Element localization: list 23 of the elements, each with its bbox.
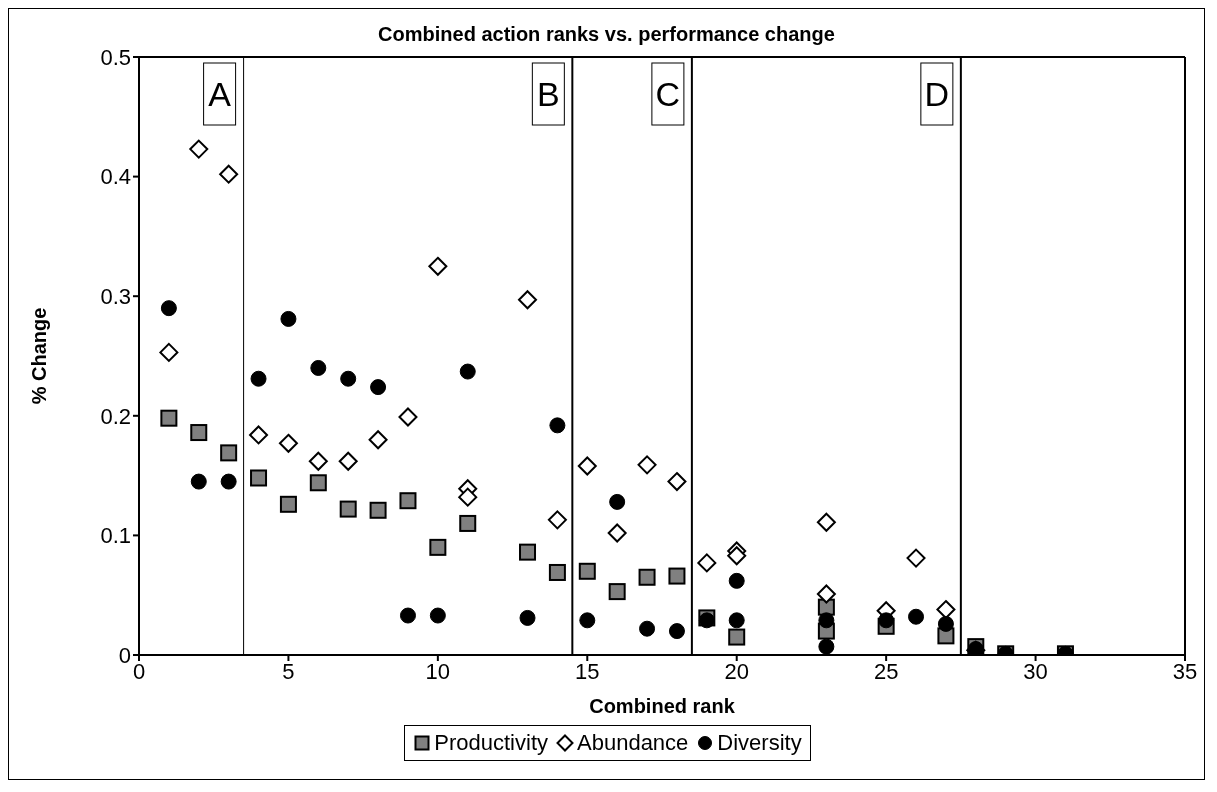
ref-line-label: D bbox=[924, 75, 950, 113]
y-tick-label: 0.2 bbox=[100, 403, 131, 429]
y-axis-title: % Change bbox=[28, 307, 51, 405]
x-axis-title: Combined rank bbox=[589, 695, 736, 717]
y-tick-label: 0 bbox=[118, 642, 131, 668]
ref-line-label: C bbox=[655, 75, 681, 113]
chart-title: Combined action ranks vs. performance change bbox=[377, 22, 836, 46]
y-tick-label: 0.5 bbox=[100, 44, 131, 70]
y-tick-label: 0.3 bbox=[100, 284, 131, 310]
y-tick-label: 0.4 bbox=[100, 164, 131, 190]
x-tick-label: 25 bbox=[873, 658, 899, 684]
ref-line-label: B bbox=[537, 75, 560, 113]
ref-line-label: A bbox=[208, 75, 232, 113]
legend-label: Diversity bbox=[717, 730, 802, 756]
legend-label: Abundance bbox=[577, 730, 689, 756]
x-tick-label: 35 bbox=[1172, 658, 1198, 684]
x-tick-label: 5 bbox=[282, 658, 295, 684]
y-tick-label: 0.1 bbox=[100, 523, 131, 549]
x-tick-label: 30 bbox=[1023, 658, 1048, 684]
x-tick-label: 10 bbox=[425, 658, 451, 684]
legend-label: Productivity bbox=[434, 730, 549, 756]
x-tick-label: 15 bbox=[575, 658, 600, 684]
x-tick-label: 20 bbox=[724, 658, 749, 684]
